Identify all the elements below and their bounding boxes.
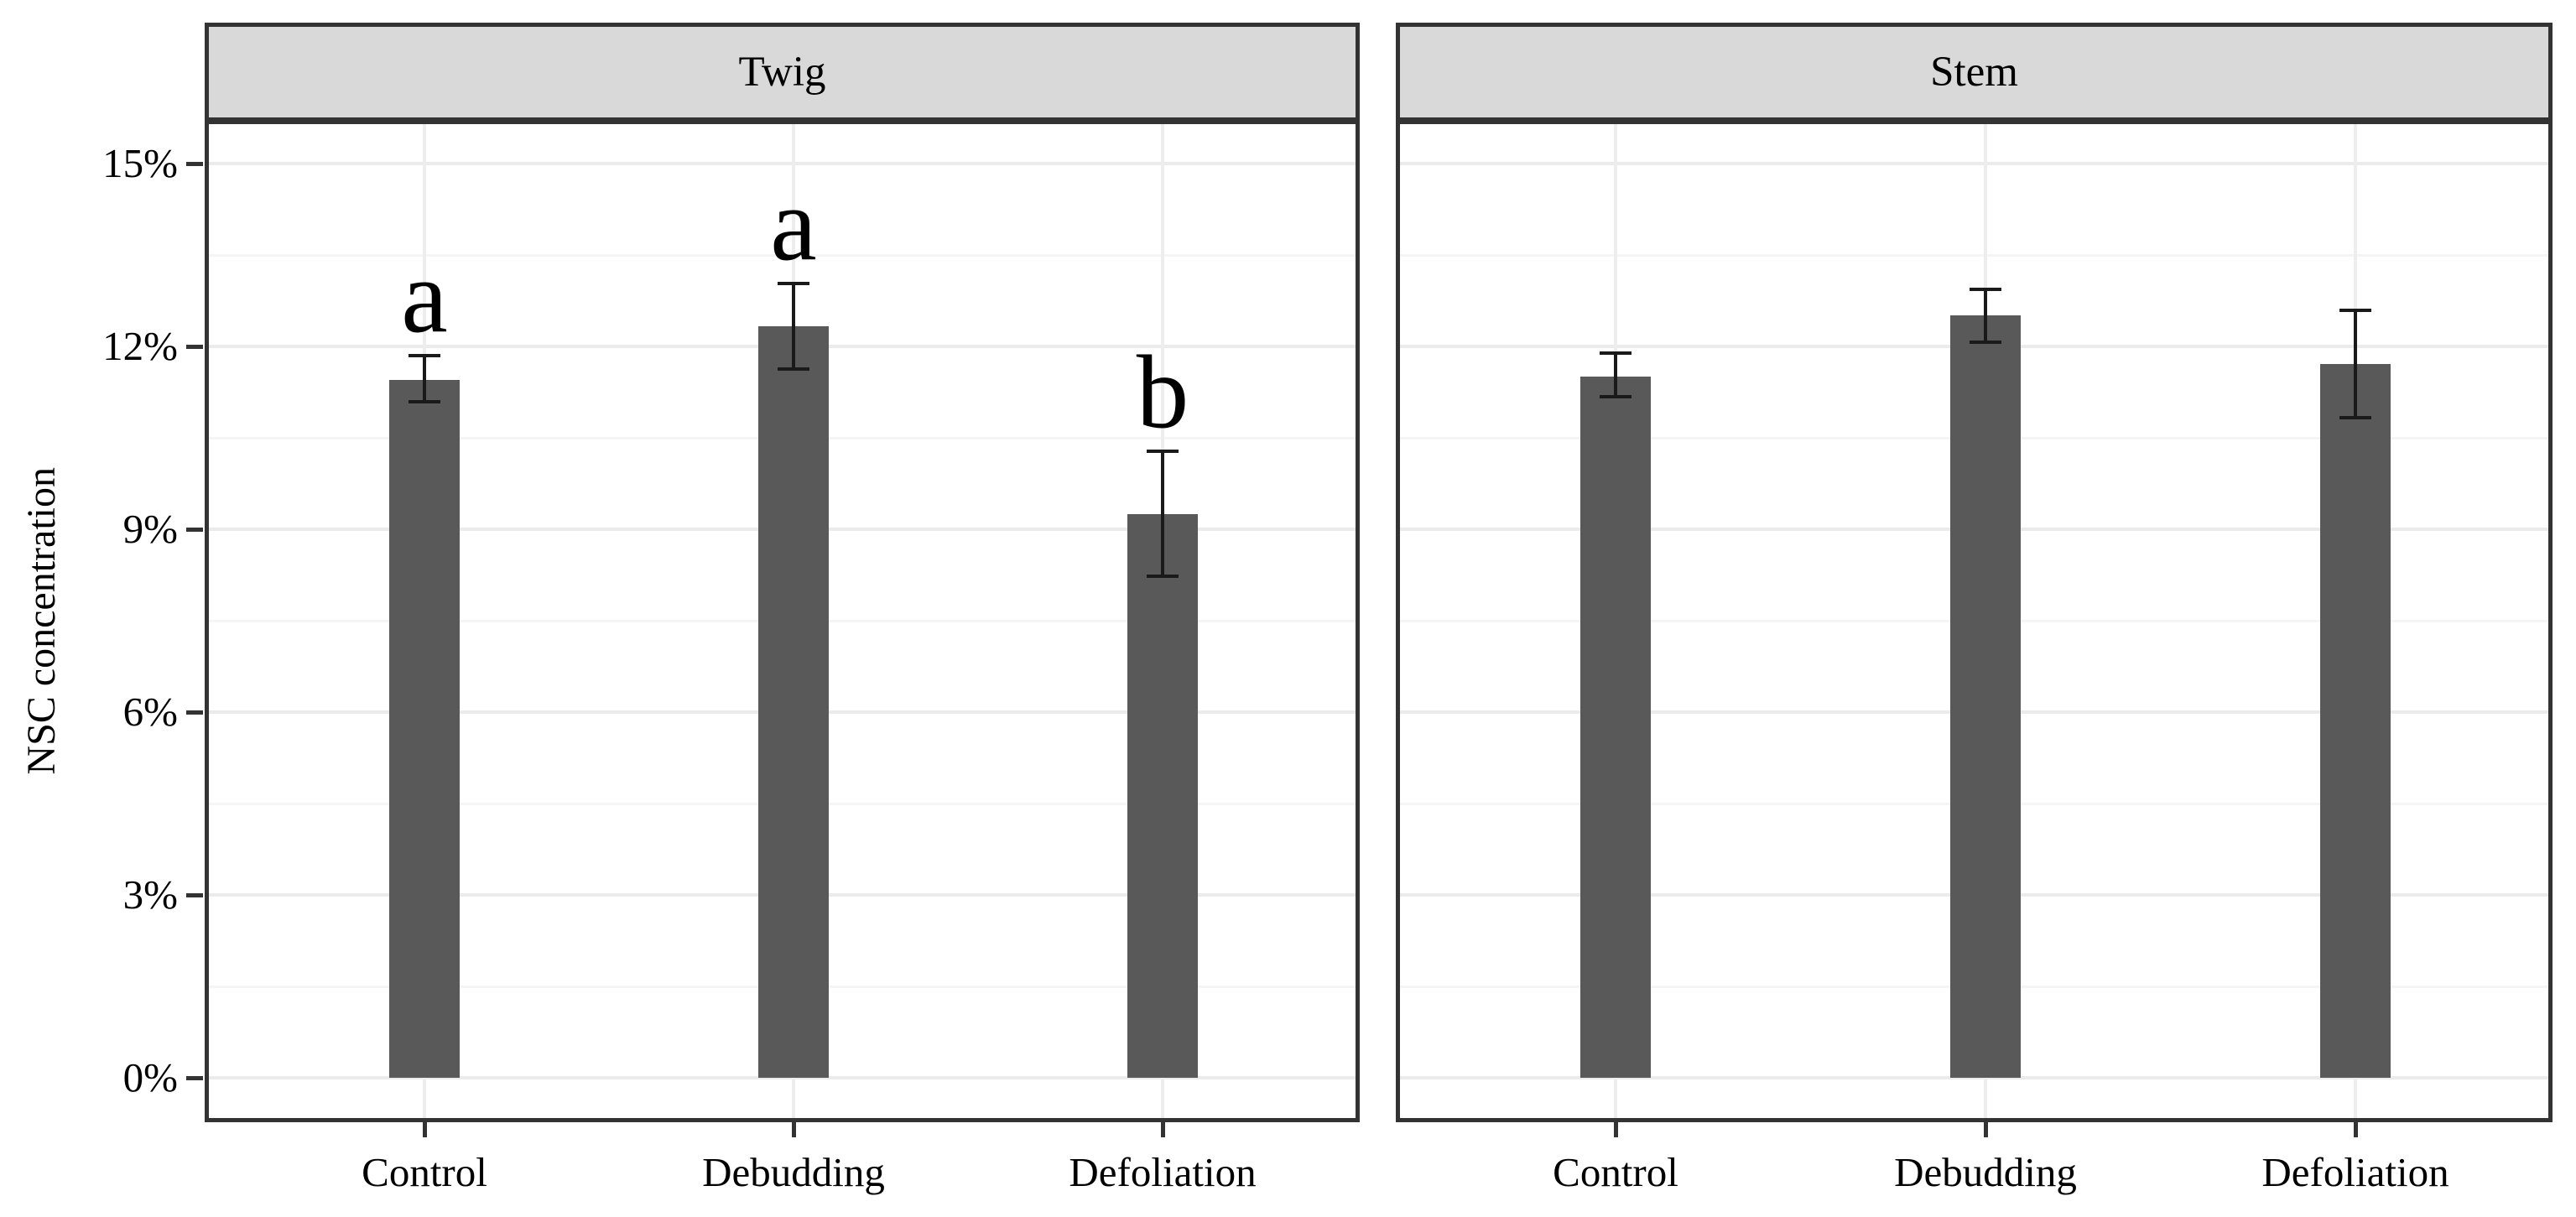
x-tick-label-control: Control: [362, 1149, 487, 1195]
significance-letter: b: [1136, 335, 1189, 451]
y-tick-mark: [186, 527, 203, 532]
error-bar-cap-bottom: [2339, 416, 2371, 420]
gridline-major: [1400, 161, 2548, 165]
gridline-minor: [1400, 253, 2548, 257]
bar-twig-debudding: [758, 326, 829, 1078]
y-tick-mark: [186, 892, 203, 897]
y-tick-label: 3%: [122, 871, 178, 918]
plot-inner: [1400, 124, 2548, 1118]
gridline-major: [209, 161, 1356, 165]
error-bar-cap-bottom: [1600, 394, 1631, 398]
plot-area: [1396, 124, 2553, 1122]
y-tick-label: 9%: [122, 505, 178, 552]
x-tick-label-debudding: Debudding: [1894, 1149, 2077, 1195]
y-axis-title: NSC concentration: [5, 124, 77, 1118]
bar-stem-control: [1580, 376, 1651, 1078]
x-tick-label-control: Control: [1553, 1149, 1678, 1195]
error-bar-line: [792, 283, 795, 370]
y-tick-mark: [186, 710, 203, 715]
facet-panel-twig: Twig a a b Control Debudding Defoliation: [205, 23, 1360, 1205]
facet-title: Stem: [1930, 49, 2018, 96]
gridline-major: [209, 1076, 1356, 1079]
error-bar-cap-bottom: [409, 400, 440, 404]
x-tick-mark: [1161, 1122, 1165, 1137]
x-tick-mark: [423, 1122, 427, 1137]
plot-area: a a b: [205, 124, 1360, 1122]
error-bar-cap-bottom: [1147, 575, 1179, 579]
facet-header: Stem: [1396, 23, 2553, 124]
significance-letter: a: [770, 167, 817, 283]
facet-panel-stem: Stem Control Debudding Defoliation: [1396, 23, 2553, 1205]
plot-inner: a a b: [209, 124, 1356, 1118]
x-tick-mark: [1614, 1122, 1618, 1137]
y-tick-mark: [186, 1076, 203, 1080]
error-bar-cap-top: [1600, 351, 1631, 356]
error-bar-cap-top: [2339, 308, 2371, 312]
x-tick-label-defoliation: Defoliation: [1069, 1149, 1257, 1195]
error-bar-cap-top: [409, 354, 440, 358]
bar-twig-control: [389, 379, 460, 1078]
error-bar-cap-top: [778, 282, 809, 286]
error-bar-cap-top: [1147, 449, 1179, 453]
y-tick-label: 0%: [122, 1054, 178, 1100]
y-tick-mark: [186, 161, 203, 166]
y-tick-label: 15%: [102, 139, 178, 186]
error-bar-line: [1614, 353, 1617, 397]
error-bar-cap-top: [1970, 287, 2001, 291]
x-tick-mark: [792, 1122, 796, 1137]
error-bar-line: [1984, 289, 1987, 342]
error-bar-cap-bottom: [1970, 340, 2001, 344]
error-bar-cap-bottom: [778, 367, 809, 372]
x-tick-label-debudding: Debudding: [702, 1149, 885, 1195]
facet-title: Twig: [738, 49, 826, 96]
significance-letter: a: [401, 239, 448, 356]
x-tick-mark: [1984, 1122, 1988, 1137]
bar-stem-defoliation: [2320, 364, 2391, 1078]
bar-stem-debudding: [1950, 315, 2021, 1078]
error-bar-line: [423, 356, 426, 403]
y-tick-mark: [186, 344, 203, 349]
gridline-major: [1400, 1076, 2548, 1079]
bar-twig-defoliation: [1127, 513, 1198, 1078]
gridline-minor: [209, 253, 1356, 257]
y-tick-label: 12%: [102, 322, 178, 369]
error-bar-line: [1161, 450, 1164, 577]
x-tick-label-defoliation: Defoliation: [2261, 1149, 2449, 1195]
error-bar-line: [2354, 309, 2357, 419]
facet-header: Twig: [205, 23, 1360, 124]
x-tick-mark: [2354, 1122, 2358, 1137]
y-tick-label: 6%: [122, 688, 178, 735]
